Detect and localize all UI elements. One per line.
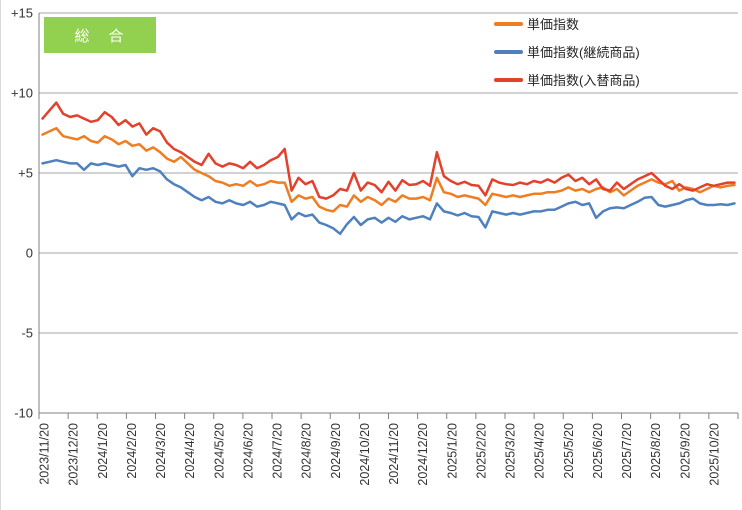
x-tick-label: 2024/11/20: [387, 423, 401, 485]
x-tick-label: 2025/5/20: [562, 423, 576, 479]
chart-legend: 単価指数 単価指数(継続商品) 単価指数(入替商品): [494, 14, 640, 89]
x-tick-label: 2025/1/20: [445, 423, 459, 479]
x-tick-label: 2024/6/20: [241, 423, 255, 479]
series-line-0: [41, 126, 736, 213]
chart-title-badge: 総 合: [44, 17, 156, 53]
y-tick-label: +5: [18, 166, 33, 181]
x-tick-label: 2024/7/20: [271, 423, 285, 479]
legend-label: 単価指数(入替商品): [527, 73, 640, 88]
legend-item-continuing-products: 単価指数(継続商品): [494, 42, 640, 61]
x-tick-label: 2024/5/20: [212, 423, 226, 479]
legend-item-unit-price-index: 単価指数: [494, 14, 640, 33]
x-tick-label: 2024/4/20: [183, 423, 197, 479]
legend-label: 単価指数: [527, 17, 580, 32]
y-tick-label: -5: [21, 326, 33, 341]
x-tick-label: 2024/1/20: [96, 423, 110, 479]
x-tick-label: 2025/3/20: [504, 423, 518, 479]
x-tick-label: 2024/3/20: [154, 423, 168, 479]
x-tick-label: 2024/10/20: [358, 423, 372, 486]
x-tick-label: 2025/10/20: [707, 423, 721, 486]
x-tick-label: 2025/6/20: [591, 423, 605, 479]
x-tick-label: 2024/9/20: [329, 423, 343, 479]
x-tick-label: 2023/12/20: [67, 423, 81, 486]
legend-item-replacement-products: 単価指数(入替商品): [494, 70, 640, 89]
y-tick-label: 0: [26, 246, 33, 261]
blue-line-swatch-icon: [494, 49, 523, 54]
red-line-swatch-icon: [494, 77, 523, 82]
x-tick-label: 2025/2/20: [474, 423, 488, 479]
series-line-1: [41, 158, 736, 236]
x-tick-label: 2024/12/20: [416, 423, 430, 486]
series-line-2: [41, 101, 736, 200]
x-tick-label: 2024/8/20: [300, 423, 314, 479]
y-tick-label: -10: [14, 406, 33, 421]
x-tick-label: 2025/8/20: [649, 423, 663, 479]
x-tick-label: 2025/9/20: [678, 423, 692, 479]
x-tick-label: 2025/7/20: [620, 423, 634, 479]
y-tick-label: +15: [11, 6, 33, 21]
x-tick-label: 2025/4/20: [533, 423, 547, 479]
legend-label: 単価指数(継続商品): [527, 45, 640, 60]
x-tick-label: 2023/11/20: [38, 423, 52, 485]
y-tick-label: +10: [11, 86, 33, 101]
orange-line-swatch-icon: [494, 21, 523, 26]
x-tick-label: 2024/2/20: [125, 423, 139, 479]
